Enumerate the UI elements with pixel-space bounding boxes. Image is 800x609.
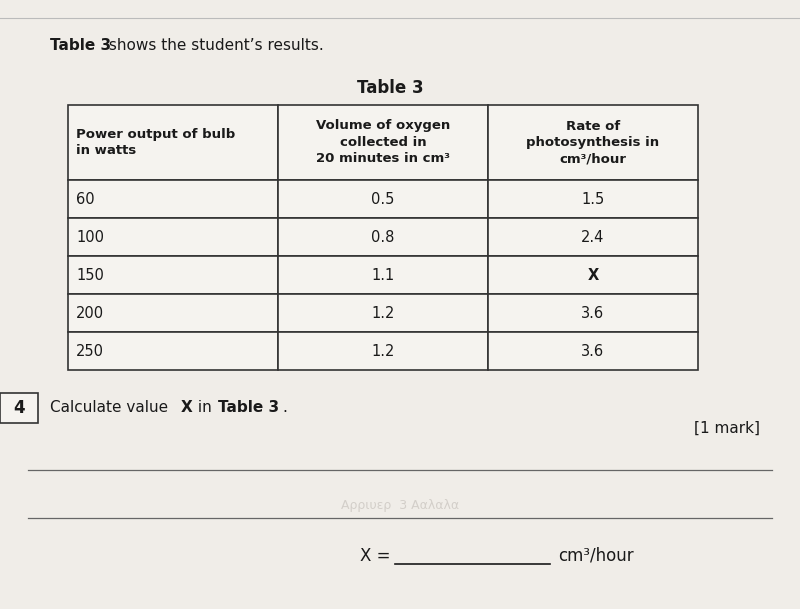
Text: Table 3: Table 3 — [357, 79, 423, 97]
Bar — [68, 256, 278, 294]
Text: 1.2: 1.2 — [371, 306, 394, 320]
Text: 60: 60 — [76, 191, 94, 206]
Bar — [68, 332, 278, 370]
Bar — [488, 218, 698, 256]
Text: Table 3: Table 3 — [218, 401, 279, 415]
Text: 250: 250 — [76, 343, 104, 359]
Bar — [68, 294, 278, 332]
Text: 3.6: 3.6 — [582, 306, 605, 320]
Bar — [488, 256, 698, 294]
Text: 0.8: 0.8 — [371, 230, 394, 244]
Bar — [68, 180, 278, 218]
Text: cm³/hour: cm³/hour — [558, 547, 634, 565]
Bar — [278, 218, 488, 256]
Bar — [278, 105, 488, 180]
Text: 0.5: 0.5 — [371, 191, 394, 206]
Text: 1.1: 1.1 — [371, 267, 394, 283]
Bar — [278, 180, 488, 218]
Bar — [278, 256, 488, 294]
Text: 4: 4 — [13, 399, 25, 417]
Text: 100: 100 — [76, 230, 104, 244]
Text: 2.4: 2.4 — [582, 230, 605, 244]
Text: 3.6: 3.6 — [582, 343, 605, 359]
Text: Rate of
photosynthesis in
cm³/hour: Rate of photosynthesis in cm³/hour — [526, 119, 659, 166]
Bar — [488, 105, 698, 180]
Text: Table 3: Table 3 — [50, 38, 111, 52]
Bar — [488, 332, 698, 370]
Text: Volume of oxygen
collected in
20 minutes in cm³: Volume of oxygen collected in 20 minutes… — [316, 119, 450, 166]
Text: X: X — [181, 401, 193, 415]
Bar — [488, 294, 698, 332]
Bar — [278, 332, 488, 370]
Text: in: in — [193, 401, 217, 415]
Text: Αρριυερ  3 Ααλαλα: Αρριυερ 3 Ααλαλα — [341, 499, 459, 513]
Text: .: . — [282, 401, 287, 415]
Bar — [68, 105, 278, 180]
Bar — [278, 294, 488, 332]
Text: X: X — [587, 267, 598, 283]
Text: [1 mark]: [1 mark] — [694, 420, 760, 435]
Text: Power output of bulb
in watts: Power output of bulb in watts — [76, 128, 235, 157]
Text: Calculate value: Calculate value — [50, 401, 173, 415]
Bar — [488, 180, 698, 218]
Text: 150: 150 — [76, 267, 104, 283]
Text: 200: 200 — [76, 306, 104, 320]
Bar — [68, 218, 278, 256]
Text: shows the student’s results.: shows the student’s results. — [104, 38, 324, 52]
Bar — [0, 393, 38, 423]
Text: 1.2: 1.2 — [371, 343, 394, 359]
Text: 1.5: 1.5 — [582, 191, 605, 206]
Text: X =: X = — [359, 547, 390, 565]
